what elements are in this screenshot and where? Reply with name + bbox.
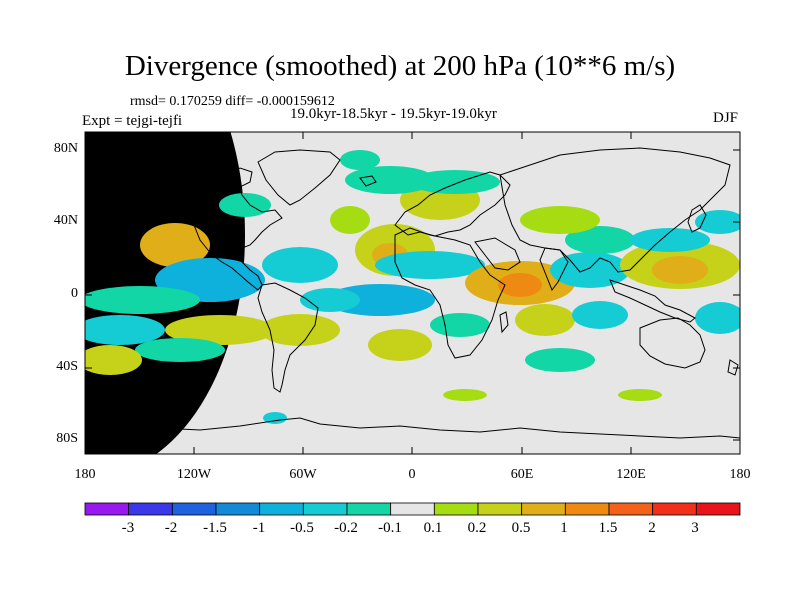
anomaly-patch — [695, 210, 740, 234]
coastline-north-america-west — [187, 149, 263, 291]
axis-ticks — [85, 132, 740, 454]
colorbar-swatch — [346, 502, 392, 516]
coastline-asia — [499, 147, 731, 273]
anomaly-patch — [565, 226, 635, 254]
anomaly-patch — [325, 284, 435, 316]
lon-label-120w: 120W — [176, 467, 212, 482]
lat-label-equator: 0 — [71, 286, 78, 301]
colorbar — [84, 502, 741, 516]
anomaly-patch — [375, 251, 485, 279]
colorbar-label: 0.5 — [511, 520, 531, 536]
anomaly-patch — [260, 314, 340, 346]
anomaly-patch — [525, 348, 595, 372]
coastline-south-america — [257, 282, 319, 393]
lon-label-120e: 120E — [616, 467, 646, 482]
colorbar-swatch — [652, 502, 697, 516]
colorbar-swatch — [695, 502, 741, 516]
coastline-hudson-bay — [227, 167, 253, 189]
anomaly-patch — [550, 252, 630, 288]
anomaly-patch — [262, 247, 338, 283]
colorbar-swatch — [477, 502, 523, 516]
anomaly-patch — [652, 256, 708, 284]
coastlines — [85, 147, 740, 439]
coastline-india — [539, 247, 569, 292]
colorbar-label: -0.2 — [334, 520, 358, 536]
coastline-antarctica — [85, 417, 740, 439]
colorbar-label: -1.5 — [203, 520, 227, 536]
anomaly-patch — [140, 223, 210, 267]
anomaly-patch — [263, 412, 287, 424]
anomaly-patch — [135, 338, 225, 362]
lon-label-0: 0 — [408, 467, 416, 482]
lat-label-40s: 40S — [56, 359, 78, 374]
anomaly-fields — [85, 132, 740, 454]
lat-label-80s: 80S — [56, 431, 78, 446]
anomaly-patch — [85, 345, 142, 375]
colorbar-label: 0.1 — [423, 520, 443, 536]
colorbar-label: 2 — [648, 520, 656, 536]
anomaly-patch — [630, 228, 710, 252]
lon-label-180e: 180 — [729, 467, 751, 482]
colorbar-label: -1 — [252, 520, 266, 536]
anomaly-patch — [340, 150, 380, 170]
colorbar-label: -0.1 — [378, 520, 402, 536]
colorbar-label: 1 — [560, 520, 568, 536]
anomaly-patch — [498, 273, 542, 297]
anomaly-patch — [430, 313, 490, 337]
colorbar-swatch — [259, 502, 304, 516]
anomaly-patch — [368, 329, 432, 361]
plot-title: Divergence (smoothed) at 200 hPa (10**6 … — [124, 50, 676, 82]
lat-label-80n: 80N — [53, 141, 78, 156]
anomaly-patch — [443, 389, 487, 401]
season-label: DJF — [712, 110, 738, 126]
colorbar-swatch — [521, 502, 566, 516]
lon-label-60e: 60E — [510, 467, 534, 482]
coastline-arabia — [474, 237, 521, 271]
colorbar-label: 0.2 — [467, 520, 487, 536]
anomaly-patch — [515, 304, 575, 336]
colorbar-swatch — [215, 502, 261, 516]
colorbar-label: -2 — [164, 520, 178, 536]
colorbar-swatch — [433, 502, 479, 516]
lon-label-180w: 180 — [74, 467, 96, 482]
colorbar-swatch — [302, 502, 348, 516]
colorbar-label: 3 — [691, 520, 699, 536]
anomaly-patch — [85, 286, 200, 314]
coastline-maritime-continent — [609, 279, 696, 323]
colorbar-swatch — [390, 502, 435, 516]
colorbar-swatch — [564, 502, 610, 516]
anomaly-patch — [695, 302, 740, 334]
colorbar-swatch — [608, 502, 654, 516]
anomaly-patch — [85, 315, 165, 345]
colorbar-label: -3 — [121, 520, 135, 536]
coastline-africa — [394, 227, 506, 359]
lon-label-60w: 60W — [289, 467, 317, 482]
anomaly-patch — [572, 301, 628, 329]
coastline-australia — [639, 317, 706, 369]
anomaly-patch — [330, 206, 370, 234]
colorbar-swatch — [171, 502, 217, 516]
colorbar-label: 1.5 — [598, 520, 618, 536]
coastline-new-zealand — [727, 359, 739, 376]
coastline-japan — [687, 204, 707, 233]
coastline-north-america — [94, 147, 283, 286]
anomaly-patch — [520, 206, 600, 234]
anomaly-patch — [345, 166, 435, 194]
coastline-iceland — [359, 175, 377, 187]
anomaly-patch — [219, 193, 271, 217]
period-label: 19.0kyr-18.5kyr - 19.5kyr-19.0kyr — [290, 106, 497, 122]
colorbar-swatch — [84, 502, 130, 516]
colorbar-label: -0.5 — [290, 520, 314, 536]
anomaly-patch — [165, 315, 275, 345]
lat-label-40n: 40N — [53, 213, 78, 228]
coastline-madagascar — [499, 311, 509, 334]
stats-readout: rmsd= 0.170259 diff= -0.000159612 — [130, 94, 335, 109]
coastline-greenland — [257, 149, 341, 206]
experiment-label: Expt = tejgi-tejfi — [82, 113, 183, 129]
colorbar-swatch — [128, 502, 173, 516]
anomaly-patch — [618, 389, 662, 401]
anomaly-patch — [300, 288, 360, 312]
